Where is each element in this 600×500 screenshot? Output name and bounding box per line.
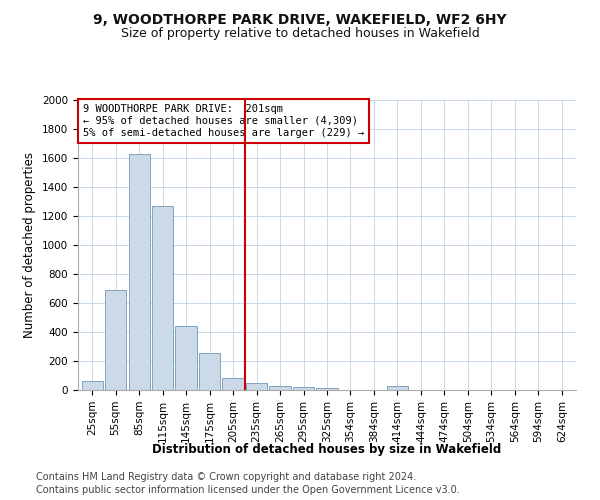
Bar: [128, 154, 149, 390]
Y-axis label: Number of detached properties: Number of detached properties: [23, 152, 37, 338]
Bar: [269, 386, 290, 390]
Bar: [387, 386, 408, 390]
Bar: [152, 206, 173, 390]
Text: Distribution of detached houses by size in Wakefield: Distribution of detached houses by size …: [152, 442, 502, 456]
Bar: [105, 290, 126, 390]
Text: 9 WOODTHORPE PARK DRIVE:  201sqm
← 95% of detached houses are smaller (4,309)
5%: 9 WOODTHORPE PARK DRIVE: 201sqm ← 95% of…: [83, 104, 364, 138]
Bar: [316, 388, 338, 390]
Bar: [199, 353, 220, 390]
Bar: [223, 378, 244, 390]
Text: 9, WOODTHORPE PARK DRIVE, WAKEFIELD, WF2 6HY: 9, WOODTHORPE PARK DRIVE, WAKEFIELD, WF2…: [93, 12, 507, 26]
Text: Contains HM Land Registry data © Crown copyright and database right 2024.: Contains HM Land Registry data © Crown c…: [36, 472, 416, 482]
Text: Contains public sector information licensed under the Open Government Licence v3: Contains public sector information licen…: [36, 485, 460, 495]
Bar: [175, 326, 197, 390]
Text: Size of property relative to detached houses in Wakefield: Size of property relative to detached ho…: [121, 28, 479, 40]
Bar: [246, 383, 267, 390]
Bar: [82, 380, 103, 390]
Bar: [293, 387, 314, 390]
